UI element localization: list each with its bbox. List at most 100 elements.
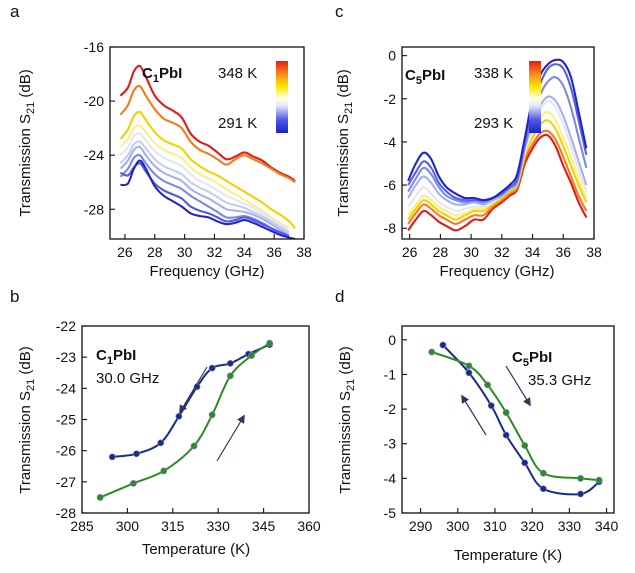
panel-b-frame: [81, 325, 310, 514]
panel-c-series-line: [407, 129, 588, 225]
panel-c-xtick-label: 30: [463, 244, 479, 260]
panel-d-tick-layer: 290 300 310 320 330 340 0 -1 -2 -3 -4 -5: [384, 332, 619, 534]
panel-d-ytick-label: -1: [384, 366, 397, 382]
panel-b-cooling-arrow: [179, 366, 208, 414]
panel-a-series-line: [119, 132, 290, 231]
panel-b-series-layer: [96, 339, 274, 501]
panel-a-ylabel: Transmission S21 (dB): [17, 69, 37, 217]
panel-d-hysteresis-c5pbi: 290 300 310 320 330 340 0 -1 -2 -3 -4 -5 C5PbI 35.3…: [337, 325, 619, 564]
panel-c-series-line: [407, 58, 588, 202]
panel-letter-a: a: [10, 2, 20, 21]
panel-a-ytick-label: -28: [84, 201, 104, 217]
panel-d-ytick-label: 0: [388, 332, 396, 348]
panel-c-ytick-label: -2: [384, 91, 397, 107]
panel-c-xtick-label: 26: [402, 244, 418, 260]
panel-b-data-point: [208, 411, 216, 419]
panel-a-series-line: [119, 110, 296, 229]
panel-a-series-line: [119, 162, 290, 238]
panel-d-data-point: [439, 341, 447, 349]
panel-d-ytick-label: -4: [384, 470, 397, 486]
panel-a-tick-layer: 26 28 30 32 34 36 38 -16 -20 -24 -28: [84, 39, 312, 260]
panel-b-xtick-label: 345: [252, 518, 276, 534]
panel-b-ytick-label: -26: [56, 443, 76, 459]
panel-a-ytick-label: -20: [84, 93, 104, 109]
panel-b-xlabel: Temperature (K): [142, 541, 250, 558]
panel-a-xtick-label: 32: [207, 244, 223, 260]
panel-c-colorbar-top-label: 338 K: [474, 65, 513, 82]
panel-d-xtick-label: 320: [520, 518, 544, 534]
panel-c-series-line: [407, 119, 588, 221]
panel-a-xtick-label: 30: [177, 244, 193, 260]
panel-a-xtick-label: 28: [147, 244, 163, 260]
panel-d-data-point: [484, 381, 491, 389]
panel-b-ytick-label: -28: [56, 505, 76, 521]
panel-b-data-point: [108, 453, 116, 461]
panel-c-series-line: [407, 63, 588, 202]
panel-d-data-point: [539, 469, 547, 477]
panel-b-data-point: [226, 359, 234, 367]
panel-b-ylabel: Transmission S21 (dB): [17, 346, 37, 494]
panel-b-ytick-label: -27: [56, 474, 76, 490]
panel-d-data-point: [428, 348, 436, 356]
panel-c-colorbar-bottom-label: 293 K: [474, 115, 513, 132]
panel-b-data-point: [160, 467, 168, 475]
panel-d-series-layer: [428, 341, 603, 498]
panel-d-xlabel: Temperature (K): [454, 547, 562, 564]
panel-d-data-point: [539, 485, 547, 493]
panel-d-data-point: [487, 402, 495, 410]
panel-b-compound-label: C1PbI: [96, 347, 136, 367]
panel-a-series-line: [119, 153, 290, 239]
panel-c-ytick-label: -8: [384, 220, 397, 236]
panel-d-xtick-label: 340: [595, 518, 619, 534]
panel-d-data-point: [521, 459, 529, 467]
panel-b-xtick-label: 330: [207, 518, 231, 534]
panel-a-colorbar: [276, 61, 288, 133]
panel-b-xtick-label: 300: [116, 518, 140, 534]
panel-a-series-line: [119, 124, 290, 230]
panel-a-colorbar-bottom-label: 291 K: [218, 115, 257, 132]
panel-a-series-line: [120, 159, 296, 239]
panel-c-tick-layer: 26 28 30 32 34 36 38 0 -2 -4 -6 -8: [384, 48, 602, 260]
panel-c-series-line: [407, 133, 588, 232]
panel-b-data-point: [175, 412, 183, 420]
panel-c-ylabel: Transmission S21 (dB): [335, 69, 355, 217]
panel-c-xtick-label: 36: [555, 244, 571, 260]
panel-a-colorbar-top-label: 348 K: [218, 65, 257, 82]
panel-d-data-point: [577, 474, 584, 482]
panel-b-data-point: [248, 352, 255, 360]
panel-d-ylabel: Transmission S21 (dB): [337, 346, 357, 494]
panel-b-data-point: [130, 479, 137, 487]
panel-d-compound-label: C5PbI: [512, 349, 552, 369]
panel-c-colorbar: [529, 61, 541, 133]
panel-d-frequency-label: 35.3 GHz: [528, 372, 591, 389]
panel-d-data-point: [502, 431, 510, 439]
panel-a-series-line: [119, 140, 290, 234]
panel-c-xlabel: Frequency (GHz): [439, 263, 554, 280]
panel-b-ytick-label: -23: [56, 349, 76, 365]
panel-b-tick-layer: 285 300 315 330 345 360 -22 -23 -24 -25 -26 -27 -28: [56, 318, 321, 534]
panel-a-series-line: [119, 84, 296, 184]
panel-c-ytick-label: 0: [388, 48, 396, 64]
panel-b-frequency-label: 30.0 GHz: [96, 370, 159, 387]
panel-b-series-line: [99, 342, 271, 499]
panel-a-xtick-label: 38: [296, 244, 312, 260]
panel-b-xtick-label: 315: [161, 518, 185, 534]
panel-c-xtick-label: 34: [525, 244, 541, 260]
panel-d-data-point: [465, 362, 473, 370]
panel-c-xtick-label: 38: [586, 244, 602, 260]
panel-c-frame: [401, 46, 595, 240]
panel-d-data-point: [595, 476, 603, 484]
panel-d-data-point: [521, 442, 529, 449]
panel-d-frame: [401, 325, 615, 514]
panel-c-compound-label: C5PbI: [405, 67, 445, 87]
panel-a-compound-label: C1PbI: [142, 65, 182, 85]
panel-b-heating-arrow: [216, 414, 245, 462]
panel-b-data-point: [266, 339, 274, 347]
panel-d-data-point: [502, 409, 510, 416]
panel-a-ytick-label: -24: [84, 147, 104, 163]
panel-b-data-point: [226, 372, 234, 380]
panel-a-spectra-c1pbi: 26 28 30 32 34 36 38 -16 -20 -24 -28 C1PbI 348 K 2…: [17, 39, 312, 280]
panel-d-xtick-label: 310: [483, 518, 507, 534]
panel-b-data-point: [208, 364, 216, 372]
